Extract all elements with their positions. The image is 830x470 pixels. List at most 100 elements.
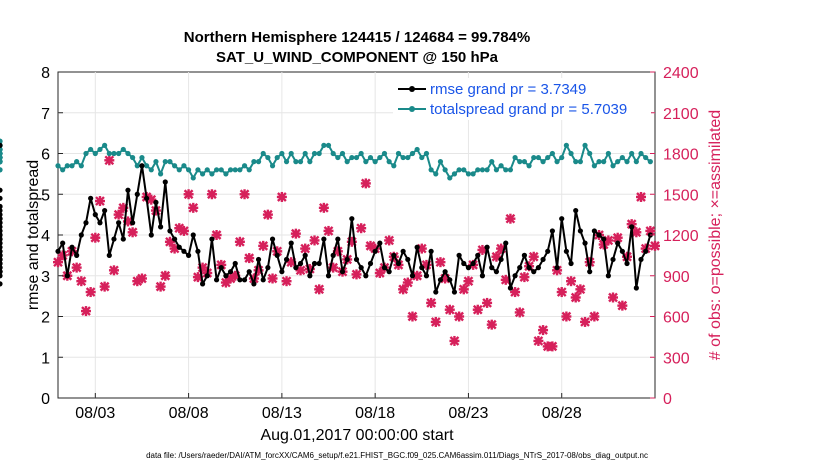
rmse-point [0, 236, 3, 242]
obs-marker [71, 262, 82, 273]
y-axis-left-label: rmse and totalspread [25, 160, 42, 310]
obs-marker [85, 287, 96, 298]
obs-marker [570, 292, 581, 303]
spread-point [269, 163, 276, 169]
rmse-point [540, 256, 546, 263]
y-left-tick-label: 8 [41, 65, 50, 82]
y-left-tick-label: 0 [41, 391, 50, 408]
rmse-point [0, 195, 3, 201]
rmse-point [0, 244, 3, 250]
rmse-point [409, 273, 416, 279]
rmse-point [88, 195, 94, 201]
spread-point [344, 159, 350, 165]
spread-point [106, 150, 112, 157]
rmse-point [0, 212, 3, 218]
spread-point [339, 150, 346, 157]
spread-point [451, 171, 458, 177]
rmse-point [153, 199, 159, 205]
obs-marker [239, 189, 250, 200]
spread-point [353, 154, 360, 161]
obs-marker [617, 300, 628, 311]
y-right-tick-label: 2400 [663, 65, 699, 82]
obs-marker [430, 316, 441, 327]
spread-point [484, 167, 490, 173]
spread-point [241, 163, 248, 169]
y-left-tick-label: 5 [41, 187, 50, 204]
spread-point [74, 159, 80, 165]
rmse-point [535, 265, 541, 271]
rmse-point [0, 248, 3, 254]
rmse-point [633, 285, 639, 291]
rmse-point [470, 260, 476, 267]
obs-marker [300, 243, 311, 254]
spread-point [97, 146, 103, 153]
obs-marker [136, 273, 147, 284]
y-right-tick-label: 0 [663, 391, 672, 408]
obs-marker [314, 284, 325, 295]
spread-point [260, 150, 266, 157]
obs-marker [290, 228, 301, 239]
rmse-point [134, 191, 140, 197]
rmse-point [218, 265, 224, 271]
obs-marker [295, 265, 306, 276]
rmse-point [293, 265, 299, 271]
rmse-point [377, 240, 383, 246]
rmse-point [55, 248, 61, 254]
spread-point [223, 171, 229, 177]
spread-point [526, 163, 532, 169]
x-tick-label: 08/13 [262, 405, 302, 422]
spread-point [507, 167, 514, 173]
spread-point [638, 150, 644, 157]
spread-point [475, 167, 481, 173]
chart-title: Northern Hemisphere 124415 / 124684 = 99… [184, 29, 530, 46]
spread-point [335, 154, 341, 161]
y-right-tick-label: 300 [663, 350, 690, 367]
rmse-point [106, 252, 112, 258]
rmse-point [158, 224, 164, 230]
spread-point [325, 142, 332, 148]
obs-marker [262, 209, 273, 220]
spread-point [470, 171, 476, 177]
rmse-point [139, 163, 145, 169]
rmse-point [0, 265, 3, 271]
spread-point [624, 159, 630, 165]
spread-point [591, 163, 597, 169]
rmse-point [0, 228, 3, 234]
spread-point [554, 159, 560, 165]
spread-point [442, 167, 448, 173]
obs-marker [244, 253, 255, 264]
rmse-point [549, 228, 555, 234]
spread-point [297, 159, 304, 165]
rmse-point [227, 269, 234, 275]
spread-point [465, 171, 472, 177]
spread-point [321, 142, 327, 148]
rmse-point [386, 269, 392, 275]
rmse-point [419, 265, 425, 271]
x-tick-label: 08/18 [355, 405, 395, 422]
rmse-point [400, 248, 406, 254]
legend-rmse-marker [409, 86, 415, 92]
obs-marker [533, 335, 544, 346]
rmse-point [195, 248, 201, 254]
spread-point [265, 154, 271, 161]
rmse-point [0, 232, 3, 238]
rmse-point [531, 269, 537, 275]
y-left-tick-label: 1 [41, 350, 50, 367]
rmse-point [545, 248, 551, 254]
rmse-point [185, 252, 192, 258]
spread-point [615, 159, 621, 165]
y-left-tick-label: 7 [41, 106, 50, 123]
obs-marker [99, 281, 110, 292]
rmse-point [521, 252, 528, 258]
obs-marker [486, 319, 497, 330]
spread-point [293, 159, 299, 165]
obs-marker [444, 304, 455, 315]
obs-marker [374, 268, 385, 279]
rmse-point [605, 273, 611, 279]
spread-point [246, 167, 252, 173]
rmse-point [279, 269, 285, 275]
rmse-point [60, 240, 66, 246]
spread-point [0, 154, 3, 161]
y-left-tick-label: 4 [41, 228, 50, 245]
rmse-point [405, 256, 411, 263]
